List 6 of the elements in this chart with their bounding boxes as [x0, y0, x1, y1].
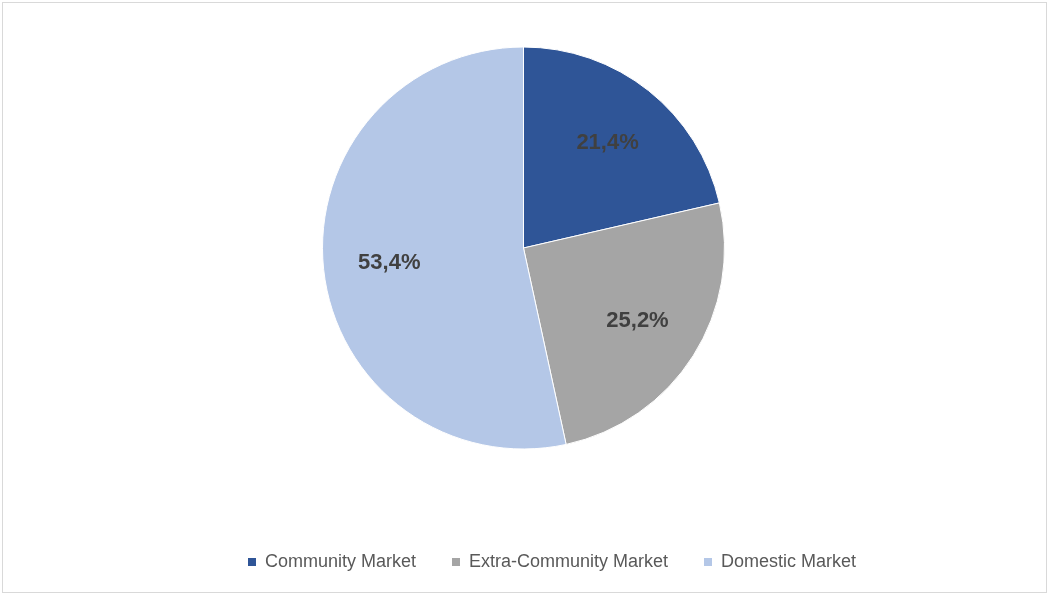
data-label: 25,2% [606, 307, 669, 333]
data-label: 53,4% [358, 249, 421, 275]
legend-label: Extra-Community Market [469, 551, 669, 571]
legend-label: Community Market [265, 551, 417, 571]
legend-label: Domestic Market [721, 551, 857, 571]
data-label: 21,4% [576, 129, 639, 155]
